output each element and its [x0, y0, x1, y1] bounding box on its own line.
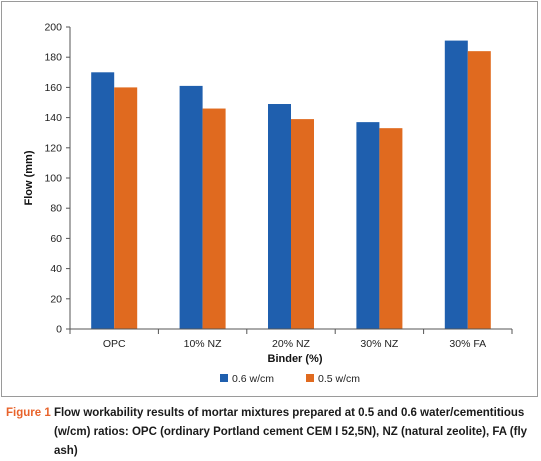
y-tick-label: 20 — [50, 293, 62, 305]
bar-chart: 0 20 40 60 80 100 120 140 160 180 200 OPC 10% NZ 20%… — [23, 22, 513, 385]
y-tick-label: 180 — [44, 52, 62, 64]
y-tick-label: 60 — [50, 233, 62, 245]
y-tick-label: 100 — [44, 173, 62, 185]
bar — [379, 128, 403, 329]
bar — [179, 85, 203, 329]
bar — [114, 87, 138, 330]
y-tick-label: 0 — [56, 324, 62, 336]
bar — [467, 51, 491, 329]
x-tick-label: OPC — [103, 338, 126, 350]
x-tick-label: 10% NZ — [184, 338, 223, 350]
x-axis-ticks: OPC 10% NZ 20% NZ 30% NZ 30% FA — [69, 329, 513, 350]
y-tick-label: 80 — [50, 203, 62, 215]
x-tick-label: 30% FA — [449, 338, 486, 350]
x-axis-title: Binder (%) — [268, 353, 323, 365]
bar — [202, 108, 226, 329]
legend-label: 0.5 w/cm — [318, 373, 360, 385]
y-tick-label: 160 — [44, 82, 62, 94]
y-tick-label: 120 — [44, 142, 62, 154]
caption-line-1: Flow workability results of mortar mixtu… — [53, 407, 525, 419]
y-axis-ticks: 0 20 40 60 80 100 120 140 160 180 200 — [44, 22, 70, 336]
bars — [91, 40, 491, 330]
figure-label: Figure 1 — [6, 407, 51, 419]
y-axis-title: Flow (mm) — [23, 150, 35, 205]
figure-caption: Figure 1 Flow workability results of mor… — [6, 404, 536, 461]
y-tick-label: 200 — [44, 22, 62, 34]
y-tick-label: 40 — [50, 263, 62, 275]
x-tick-label: 30% NZ — [360, 338, 399, 350]
y-tick-label: 140 — [44, 112, 62, 124]
legend: 0.6 w/cm 0.5 w/cm — [220, 373, 360, 385]
bar — [291, 119, 314, 329]
bar — [356, 122, 380, 329]
legend-swatch — [220, 374, 228, 382]
caption-line-2: (w/cm) ratios: OPC (ordinary Portland ce… — [54, 426, 528, 457]
bar — [91, 72, 115, 330]
x-tick-label: 20% NZ — [272, 338, 311, 350]
bar — [268, 104, 291, 329]
bar — [444, 40, 468, 330]
legend-label: 0.6 w/cm — [232, 373, 274, 385]
legend-swatch — [306, 374, 314, 382]
